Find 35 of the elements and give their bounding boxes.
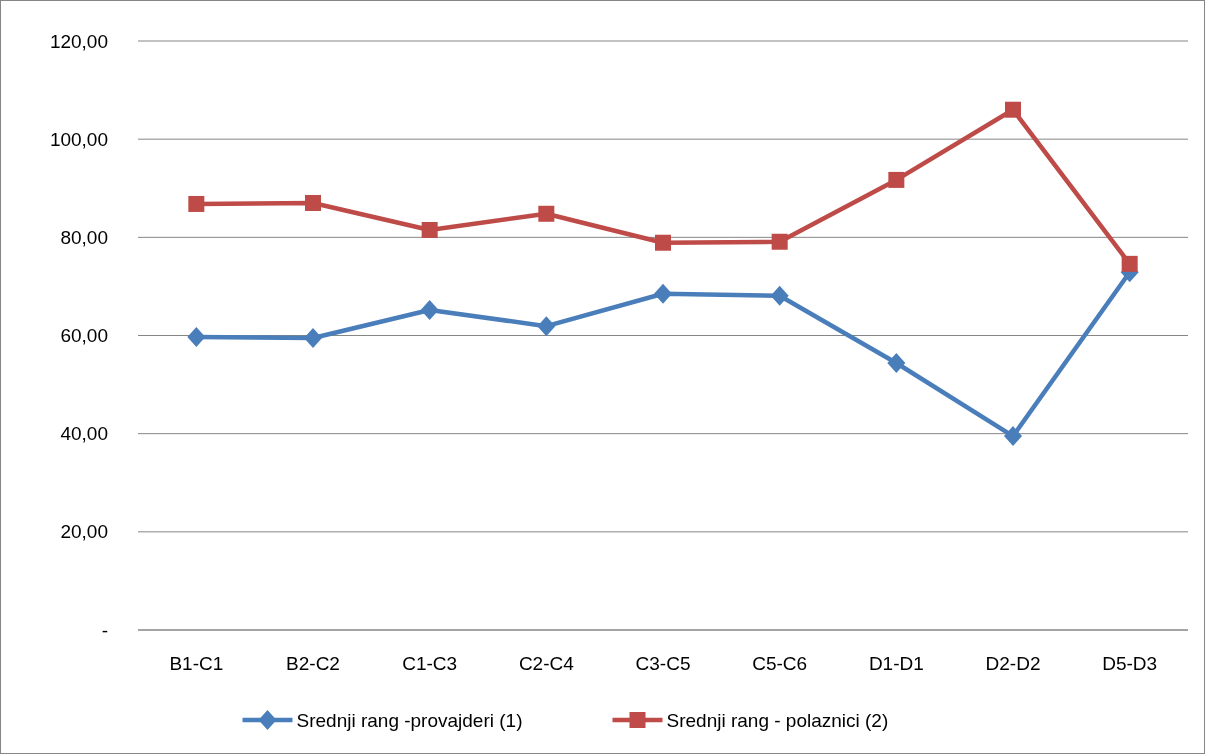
point	[887, 352, 906, 373]
point	[1005, 101, 1021, 118]
point	[1121, 255, 1138, 272]
y-tick-label: 100,00	[49, 128, 108, 150]
point	[654, 283, 672, 304]
point	[888, 171, 905, 188]
point	[188, 195, 205, 212]
x-tick-label: D2-D2	[985, 653, 1041, 674]
point	[538, 205, 555, 222]
legend-label: Srednji rang - polaznici (2)	[666, 709, 889, 731]
x-tick-label: B1-C1	[169, 653, 224, 674]
point	[770, 285, 789, 306]
x-tick-label: D5-D3	[1102, 653, 1158, 674]
point	[655, 234, 671, 251]
point	[305, 194, 321, 211]
y-tick-label: -	[101, 619, 108, 641]
y-tick-label: 80,00	[60, 226, 108, 248]
y-tick-label: 40,00	[60, 423, 108, 445]
y-tick-label: 120,00	[49, 30, 108, 52]
y-tick-label: 60,00	[60, 325, 108, 347]
point	[420, 299, 439, 320]
x-tick-label: C3-C5	[635, 653, 691, 674]
point	[421, 221, 438, 238]
x-tick-label: B2-C2	[286, 653, 340, 674]
x-tick-label: D1-D1	[868, 653, 924, 674]
point	[537, 316, 556, 337]
point	[187, 326, 206, 347]
x-tick-label: C2-C4	[518, 653, 575, 674]
legend-label: Srednji rang -provajderi (1)	[296, 709, 523, 731]
point	[304, 327, 322, 348]
x-tick-label: C1-C3	[402, 653, 458, 674]
x-tick-label: C5-C6	[752, 653, 808, 674]
point	[771, 233, 788, 250]
y-tick-label: 20,00	[60, 521, 108, 543]
point	[1004, 426, 1022, 447]
